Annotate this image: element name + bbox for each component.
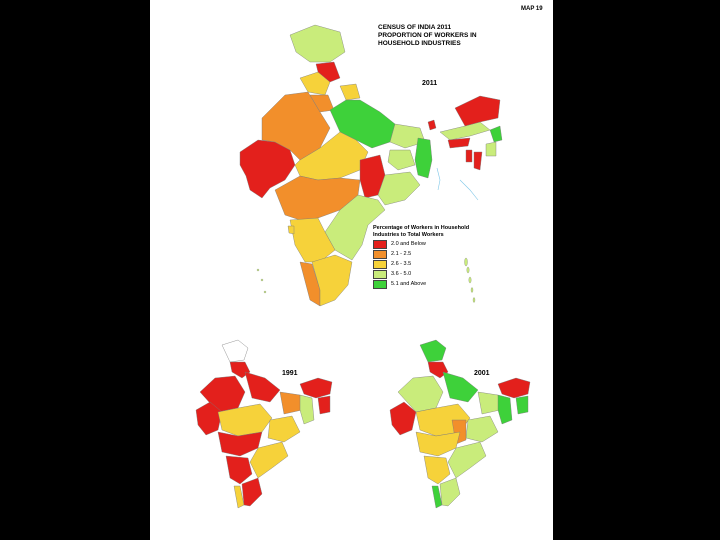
small-map-1991 — [195, 339, 333, 509]
map2001-karnataka — [423, 455, 451, 485]
map2001-gujarat — [389, 401, 417, 436]
region-sikkim — [427, 119, 437, 131]
map2001-tn — [439, 477, 461, 507]
legend-swatch — [373, 279, 387, 289]
map1991-ne — [299, 377, 333, 399]
legend: Percentage of Workers in Household Indus… — [373, 225, 493, 289]
region-tripura — [465, 149, 473, 163]
title-line-3: HOUSEHOLD INDUSTRIES — [378, 40, 461, 47]
title-line-2: PROPORTION OF WORKERS IN — [378, 32, 477, 39]
region-goa — [287, 225, 295, 235]
map2001-ne — [497, 377, 531, 399]
map1991-odisha — [267, 415, 301, 443]
legend-label: 2.0 and Below — [391, 241, 426, 247]
legend-swatch — [373, 269, 387, 279]
map1991-ap — [249, 441, 289, 479]
map1991-gujarat — [195, 401, 223, 436]
small-map-2001 — [389, 339, 531, 509]
legend-swatch — [373, 239, 387, 249]
andaman-islands — [464, 257, 476, 303]
legend-label: 5.1 and Above — [391, 281, 427, 287]
region-odisha — [377, 171, 421, 206]
sea-details-2011 — [436, 167, 479, 201]
region-karnataka — [289, 217, 336, 263]
title-line-1: CENSUS OF INDIA 2011 — [378, 24, 452, 31]
legend-swatch — [373, 259, 387, 269]
map1991-jk — [221, 339, 249, 363]
region-meghalaya — [447, 137, 471, 149]
region-tamil-nadu — [311, 254, 353, 307]
region-arunachal — [454, 95, 501, 127]
legend-item: 2.1 - 2.5 — [373, 249, 493, 259]
map1991-bengal — [299, 394, 315, 425]
map2001-bihar — [477, 391, 501, 415]
legend-swatch — [373, 249, 387, 259]
map1991-mp — [217, 403, 273, 437]
legend-item: 2.0 and Below — [373, 239, 493, 249]
legend-label: 2.6 - 3.5 — [391, 261, 412, 267]
region-uttarakhand — [339, 83, 361, 101]
map1991-karnataka — [225, 455, 253, 485]
legend-item: 3.6 - 5.0 — [373, 269, 493, 279]
region-himachal — [315, 61, 341, 83]
map2001-up — [442, 371, 479, 403]
legend-item: 5.1 and Above — [373, 279, 493, 289]
map2001-odisha — [465, 415, 499, 443]
lakshadweep-islands — [256, 268, 267, 294]
map1991-up — [244, 371, 281, 403]
year-label-2011: 2011 — [422, 80, 438, 87]
region-west-bengal — [414, 137, 433, 179]
legend-item: 2.6 - 3.5 — [373, 259, 493, 269]
main-map-2011 — [239, 24, 503, 307]
region-nagaland — [489, 125, 503, 143]
map2001-bengal — [497, 394, 513, 425]
region-jammu-kashmir — [289, 24, 346, 63]
region-punjab — [299, 71, 331, 96]
region-jharkhand — [387, 149, 416, 171]
map1991-bihar — [279, 391, 303, 415]
region-bihar — [389, 123, 426, 149]
map2001-jk — [419, 339, 447, 363]
map-title: CENSUS OF INDIA 2011 PROPORTION OF WORKE… — [378, 24, 528, 48]
legend-label: 3.6 - 5.0 — [391, 271, 412, 277]
map-number: MAP 19 — [521, 6, 543, 12]
region-manipur — [485, 141, 497, 157]
map1991-ne2 — [317, 395, 331, 415]
year-label-2001: 2001 — [474, 370, 490, 377]
year-label-1991: 1991 — [282, 370, 298, 377]
map2001-ne2 — [515, 395, 529, 415]
legend-label: 2.1 - 2.5 — [391, 251, 412, 257]
legend-title: Percentage of Workers in Household Indus… — [373, 225, 470, 238]
map2001-ap — [447, 441, 487, 479]
map1991-tn — [241, 477, 263, 507]
region-mizoram — [473, 151, 483, 171]
